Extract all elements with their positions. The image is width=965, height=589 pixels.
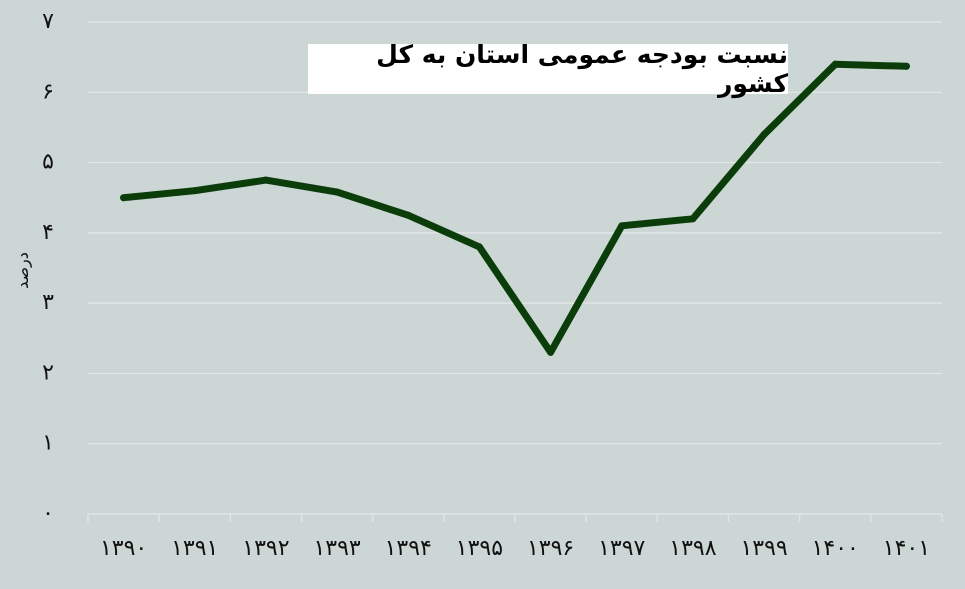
y-tick-label: ۰ — [42, 501, 54, 526]
y-tick-label: ۳ — [42, 290, 54, 315]
y-axis-label: درصد — [2, 240, 42, 300]
x-tick-label: ۱۴۰۱ — [883, 536, 930, 561]
x-tick-label: ۱۳۹۷ — [598, 536, 645, 561]
data-point — [475, 243, 483, 251]
x-tick-label: ۱۳۹۵ — [456, 536, 503, 561]
data-point — [689, 215, 697, 223]
chart-title: نسبت بودجه عمومی استان به کل کشور — [308, 40, 788, 98]
x-tick-label: ۱۳۹۱ — [171, 536, 218, 561]
data-point — [404, 211, 412, 219]
x-tick-label: ۱۳۹۶ — [527, 536, 574, 561]
data-point — [902, 62, 910, 70]
y-tick-label: ۷ — [42, 9, 54, 34]
y-axis-label-text: درصد — [12, 251, 32, 289]
x-tick-label: ۱۳۹۳ — [313, 536, 360, 561]
y-tick-label: ۲ — [42, 360, 54, 385]
x-tick-label: ۱۳۹۸ — [669, 536, 716, 561]
data-point — [333, 188, 341, 196]
data-point — [120, 194, 128, 202]
x-tick-label: ۱۳۹۰ — [100, 536, 147, 561]
y-axis-ticks: ۰ ۱ ۲ ۳ ۴ ۵ ۶ ۷ — [42, 9, 54, 526]
y-tick-label: ۴ — [42, 220, 54, 245]
x-axis-ticks: ۱۳۹۰ ۱۳۹۱ ۱۳۹۲ ۱۳۹۳ ۱۳۹۴ ۱۳۹۵ ۱۳۹۶ ۱۳۹۷ ۱۳۹۸ ۱۳۹۹… — [100, 536, 930, 561]
data-point — [760, 130, 768, 138]
x-tick-label: ۱۴۰۰ — [812, 536, 859, 561]
y-tick-label: ۶ — [42, 79, 54, 104]
data-point — [618, 222, 626, 230]
x-tick-label: ۱۳۹۴ — [385, 536, 432, 561]
data-point — [262, 176, 270, 184]
data-point — [547, 348, 555, 356]
y-tick-label: ۱ — [42, 431, 54, 456]
x-tick-label: ۱۳۹۹ — [740, 536, 787, 561]
y-tick-label: ۵ — [42, 150, 54, 175]
x-tick-label: ۱۳۹۲ — [242, 536, 289, 561]
series-line-group — [120, 60, 910, 356]
x-axis — [87, 513, 943, 522]
series-line — [120, 60, 910, 356]
chart-title-text: نسبت بودجه عمومی استان به کل کشور — [376, 40, 788, 98]
data-point — [191, 187, 199, 195]
data-point — [831, 60, 839, 68]
